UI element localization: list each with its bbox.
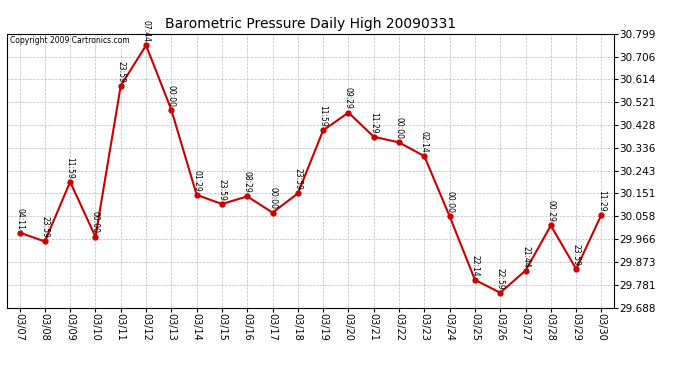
Text: 00:00: 00:00 [395,117,404,139]
Text: 22:59: 22:59 [495,268,505,290]
Text: 08:29: 08:29 [243,171,252,193]
Text: 23:59: 23:59 [116,61,126,82]
Text: 09:29: 09:29 [344,87,353,109]
Text: 07:44: 07:44 [141,20,150,42]
Text: 11:29: 11:29 [369,112,378,134]
Text: 00:00: 00:00 [445,191,454,213]
Title: Barometric Pressure Daily High 20090331: Barometric Pressure Daily High 20090331 [165,17,456,31]
Text: 23:59: 23:59 [40,216,50,238]
Text: 00:00: 00:00 [268,188,277,209]
Text: 11:59: 11:59 [319,105,328,127]
Text: 21:44: 21:44 [521,246,530,267]
Text: 23:59: 23:59 [571,244,581,266]
Text: 23:59: 23:59 [293,168,302,190]
Text: 02:14: 02:14 [420,131,429,153]
Text: 00:00: 00:00 [91,211,100,234]
Text: 01:29: 01:29 [192,170,201,192]
Text: 23:59: 23:59 [217,179,226,201]
Text: 11:29: 11:29 [597,190,606,211]
Text: 00:29: 00:29 [546,200,555,222]
Text: Copyright 2009 Cartronics.com: Copyright 2009 Cartronics.com [10,36,130,45]
Text: 00:00: 00:00 [167,85,176,106]
Text: 11:59: 11:59 [66,157,75,178]
Text: 04:11: 04:11 [15,207,24,229]
Text: 22:14: 22:14 [471,255,480,277]
